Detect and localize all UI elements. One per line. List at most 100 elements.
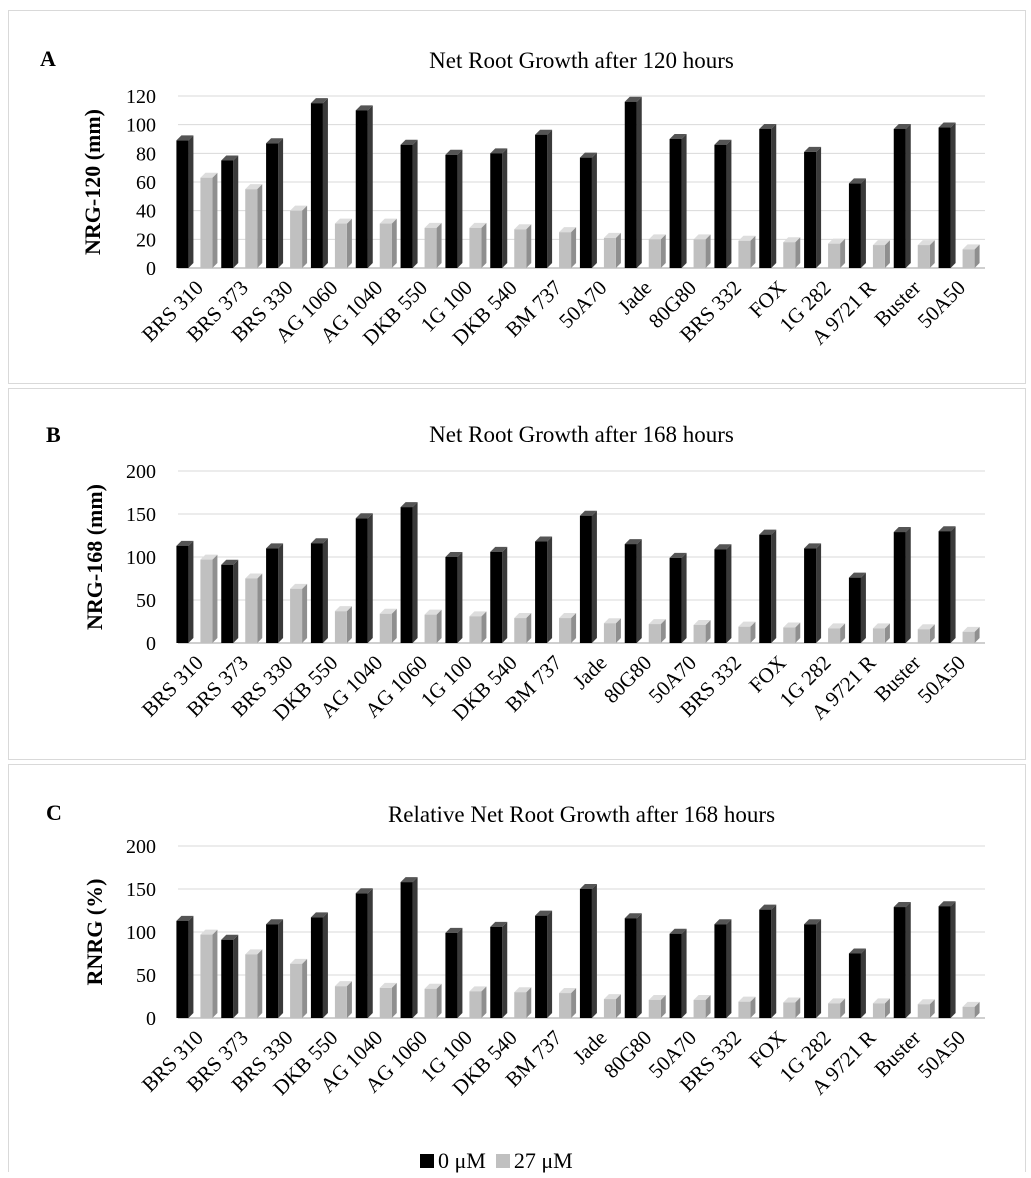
bar-27uM bbox=[917, 1004, 930, 1018]
bar-top bbox=[714, 544, 732, 550]
bar-0uM bbox=[893, 907, 906, 1018]
bar-27uM bbox=[783, 242, 796, 268]
bar-top bbox=[648, 994, 666, 1000]
bar-top bbox=[400, 502, 418, 508]
bar-top bbox=[200, 929, 218, 935]
bar-top bbox=[445, 927, 463, 933]
bar-27uM bbox=[872, 1003, 885, 1018]
bar-0uM bbox=[266, 548, 279, 643]
bar-side bbox=[412, 139, 418, 268]
bar-top bbox=[938, 901, 956, 907]
bar-side bbox=[950, 526, 956, 643]
bar-side bbox=[367, 513, 373, 643]
bar-side bbox=[816, 146, 822, 268]
bar-side bbox=[481, 986, 487, 1018]
bar-side bbox=[905, 902, 911, 1018]
bar-top bbox=[290, 205, 308, 211]
bar-side bbox=[860, 572, 866, 643]
bar-27uM bbox=[603, 623, 616, 643]
bar-0uM bbox=[714, 144, 727, 268]
bar-top bbox=[200, 172, 218, 178]
bar-side bbox=[346, 606, 352, 643]
bar-top bbox=[490, 546, 508, 552]
bar-top bbox=[290, 958, 308, 964]
y-tick-label: 0 bbox=[146, 1008, 156, 1030]
bar-27uM bbox=[469, 991, 482, 1018]
bar-top bbox=[693, 619, 711, 625]
bar-top bbox=[648, 234, 666, 240]
bar-side bbox=[636, 96, 642, 268]
bar-top bbox=[469, 611, 487, 617]
bar-27uM bbox=[962, 249, 975, 268]
bar-side bbox=[188, 540, 194, 643]
chart-title: Net Root Growth after 168 hours bbox=[429, 422, 734, 447]
bar-top bbox=[290, 583, 308, 589]
bar-27uM bbox=[514, 229, 527, 268]
bar-side bbox=[726, 919, 732, 1018]
x-tick-label: 80G80 bbox=[599, 651, 656, 708]
bar-top bbox=[693, 994, 711, 1000]
bar-side bbox=[257, 184, 263, 268]
bar-0uM bbox=[176, 545, 189, 643]
bar-0uM bbox=[938, 906, 951, 1018]
bar-top bbox=[603, 994, 621, 1000]
bar-0uM bbox=[669, 557, 682, 643]
bar-0uM bbox=[848, 183, 861, 268]
bar-0uM bbox=[804, 548, 817, 643]
bar-side bbox=[322, 98, 328, 269]
bar-0uM bbox=[624, 101, 637, 268]
bar-27uM bbox=[738, 240, 751, 268]
bar-27uM bbox=[469, 227, 482, 268]
bar-27uM bbox=[693, 239, 706, 268]
bar-side bbox=[233, 934, 239, 1018]
bar-side bbox=[705, 619, 711, 643]
bar-0uM bbox=[535, 541, 548, 643]
panel-letter: B bbox=[46, 422, 61, 447]
bar-top bbox=[310, 538, 328, 544]
bar-top bbox=[514, 224, 532, 230]
bar-side bbox=[302, 583, 308, 643]
bar-top bbox=[379, 608, 397, 614]
bar-side bbox=[771, 529, 777, 643]
bar-27uM bbox=[334, 986, 347, 1018]
bar-27uM bbox=[872, 245, 885, 268]
x-tick-label: Buster bbox=[870, 1026, 926, 1082]
bar-top bbox=[266, 138, 284, 144]
bar-0uM bbox=[759, 128, 772, 268]
bar-top bbox=[938, 526, 956, 532]
bar-side bbox=[346, 981, 352, 1018]
bar-27uM bbox=[514, 992, 527, 1018]
bar-top bbox=[535, 536, 553, 542]
bar-side bbox=[188, 915, 194, 1018]
bar-top bbox=[738, 621, 756, 627]
bar-top bbox=[738, 235, 756, 241]
bar-top bbox=[334, 981, 352, 987]
bar-side bbox=[660, 619, 666, 643]
bar-top bbox=[624, 96, 642, 102]
bar-top bbox=[221, 559, 239, 565]
bar-side bbox=[547, 910, 553, 1018]
bar-side bbox=[816, 543, 822, 643]
bar-side bbox=[278, 138, 284, 268]
bar-top bbox=[917, 624, 935, 630]
bar-top bbox=[355, 513, 373, 519]
bar-side bbox=[457, 552, 463, 643]
bar-top bbox=[310, 98, 328, 104]
bar-side bbox=[212, 554, 218, 643]
bar-side bbox=[660, 994, 666, 1018]
bar-27uM bbox=[738, 626, 751, 643]
bar-0uM bbox=[266, 924, 279, 1018]
bar-top bbox=[200, 554, 218, 560]
bar-top bbox=[783, 237, 801, 243]
bar-side bbox=[750, 621, 756, 643]
x-tick-label: 50A50 bbox=[913, 651, 970, 708]
bar-0uM bbox=[759, 534, 772, 643]
x-tick-label: 50A50 bbox=[913, 1026, 970, 1083]
bar-top bbox=[848, 178, 866, 184]
bar-side bbox=[526, 613, 532, 643]
bar-27uM bbox=[783, 627, 796, 643]
x-tick-label: 50A70 bbox=[554, 276, 611, 333]
bar-27uM bbox=[379, 987, 392, 1018]
bar-top bbox=[490, 921, 508, 927]
